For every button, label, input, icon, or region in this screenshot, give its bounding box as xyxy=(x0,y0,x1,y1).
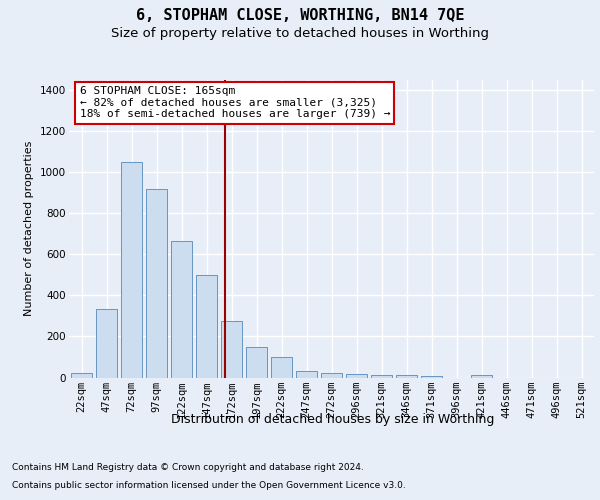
Text: Contains public sector information licensed under the Open Government Licence v3: Contains public sector information licen… xyxy=(12,481,406,490)
Bar xyxy=(421,376,442,378)
Bar xyxy=(321,374,342,378)
Bar xyxy=(346,374,367,378)
Bar xyxy=(396,376,417,378)
Text: 6, STOPHAM CLOSE, WORTHING, BN14 7QE: 6, STOPHAM CLOSE, WORTHING, BN14 7QE xyxy=(136,8,464,22)
Bar xyxy=(221,321,242,378)
Bar xyxy=(471,375,492,378)
Bar xyxy=(196,275,217,378)
Text: Size of property relative to detached houses in Worthing: Size of property relative to detached ho… xyxy=(111,28,489,40)
Text: 6 STOPHAM CLOSE: 165sqm
← 82% of detached houses are smaller (3,325)
18% of semi: 6 STOPHAM CLOSE: 165sqm ← 82% of detache… xyxy=(79,86,390,119)
Bar xyxy=(96,309,117,378)
Bar xyxy=(371,375,392,378)
Bar xyxy=(146,188,167,378)
Y-axis label: Number of detached properties: Number of detached properties xyxy=(25,141,34,316)
Text: Contains HM Land Registry data © Crown copyright and database right 2024.: Contains HM Land Registry data © Crown c… xyxy=(12,464,364,472)
Bar xyxy=(271,357,292,378)
Bar xyxy=(296,371,317,378)
Bar xyxy=(246,346,267,378)
Bar xyxy=(171,241,192,378)
Bar xyxy=(71,374,92,378)
Text: Distribution of detached houses by size in Worthing: Distribution of detached houses by size … xyxy=(172,412,494,426)
Bar xyxy=(121,162,142,378)
